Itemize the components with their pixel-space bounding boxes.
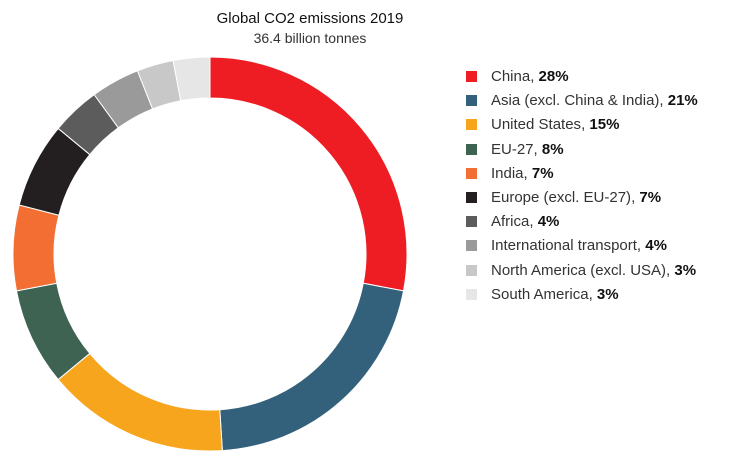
- legend-entry-text: Asia (excl. China & India), 21%: [491, 92, 698, 110]
- legend-label: International transport: [491, 237, 637, 255]
- legend-swatch: [466, 192, 477, 203]
- legend-swatch: [466, 71, 477, 82]
- legend-entry-text: Europe (excl. EU-27), 7%: [491, 189, 662, 206]
- legend-swatch: [466, 95, 477, 107]
- legend-value: 3%: [674, 261, 697, 279]
- donut-chart: [12, 56, 408, 452]
- donut-slices: [12, 56, 408, 452]
- chart-title: Global CO2 emissions 2019: [216, 10, 404, 27]
- donut-slice-1: [219, 282, 405, 452]
- legend-value: 21%: [667, 92, 698, 110]
- legend-swatch: [466, 288, 477, 300]
- legend-entry-text: China, 28%: [491, 68, 569, 85]
- legend-label: Africa: [491, 213, 530, 231]
- legend-value: 4%: [645, 237, 667, 255]
- legend-value: 15%: [589, 116, 620, 134]
- legend-label: EU-27: [491, 140, 534, 158]
- legend-entry-text: International transport, 4%: [491, 237, 667, 255]
- legend-label: China: [491, 68, 531, 85]
- donut-slice-0: [209, 56, 408, 292]
- legend-swatch: [466, 240, 477, 252]
- legend-entry-text: EU-27, 8%: [491, 140, 564, 158]
- donut-slice-4: [12, 204, 60, 292]
- legend-swatch: [466, 119, 477, 131]
- legend-entry-text: Africa, 4%: [491, 213, 560, 231]
- legend-swatch: [466, 167, 477, 179]
- chart-subtitle: 36.4 billion tonnes: [253, 30, 367, 46]
- donut-slice-2: [57, 352, 223, 452]
- legend-swatch: [466, 264, 477, 276]
- legend-label: United States: [491, 116, 582, 134]
- legend-swatch: [466, 143, 477, 155]
- legend-label: Asia (excl. China & India): [491, 92, 660, 110]
- legend-label: South America: [491, 285, 589, 303]
- legend-value: 3%: [596, 285, 619, 303]
- legend-label: India: [491, 164, 524, 182]
- legend-value: 4%: [537, 213, 560, 231]
- legend-entry-text: North America (excl. USA), 3%: [491, 261, 697, 279]
- legend-entry-text: India, 7%: [491, 164, 554, 182]
- legend-value: 7%: [639, 189, 662, 206]
- legend-entry-text: United States, 15%: [491, 116, 620, 134]
- legend-swatch: [466, 216, 477, 228]
- legend-entry-text: South America, 3%: [491, 285, 619, 303]
- legend-value: 28%: [538, 68, 569, 85]
- legend-value: 8%: [541, 140, 564, 158]
- legend-label: North America (excl. USA): [491, 261, 667, 279]
- donut-slice-9: [172, 56, 211, 102]
- legend-value: 7%: [531, 164, 554, 182]
- legend-label: Europe (excl. EU-27): [491, 189, 632, 206]
